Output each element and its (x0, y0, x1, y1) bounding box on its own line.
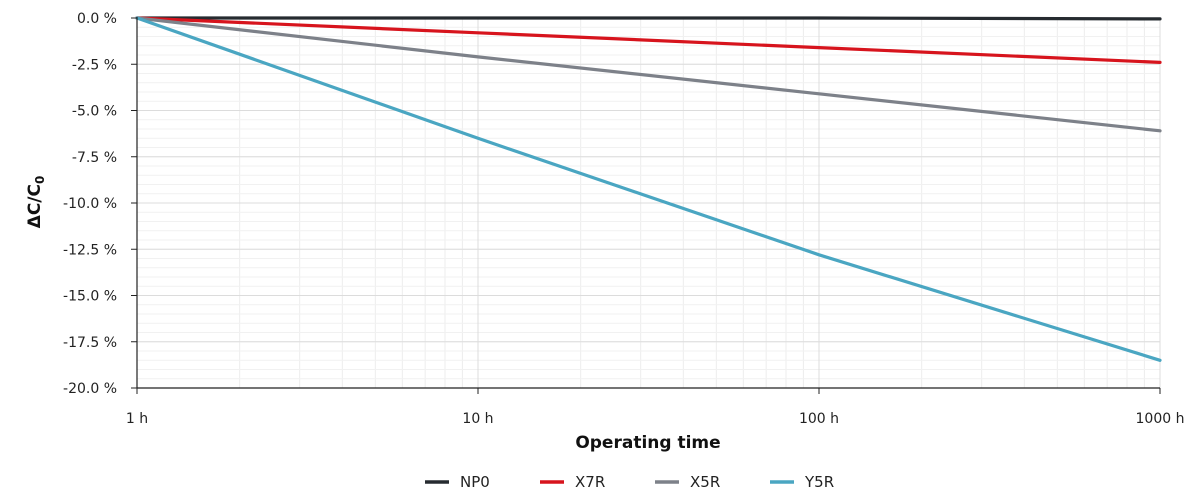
x-tick-label: 1000 h (1136, 411, 1185, 427)
x-axis-title: Operating time (575, 433, 720, 453)
x-tick-labels: 1 h 10 h 100 h 1000 h (126, 411, 1185, 427)
series-line-y5r (135, 16, 1162, 362)
y-tick-label: -5.0 % (72, 104, 117, 120)
legend-label-np0: NP0 (460, 473, 490, 491)
x-tick-label: 1 h (126, 411, 148, 427)
series-line-x5r (135, 16, 1162, 133)
y-tick-label: -7.5 % (72, 150, 117, 166)
series-line-x7r (135, 16, 1162, 65)
y-tick-label: -20.0 % (63, 381, 117, 397)
legend-label-x7r: X7R (575, 473, 605, 491)
legend-label-y5r: Y5R (804, 473, 834, 491)
y-axis-title: ΔC/C0 (25, 176, 47, 229)
y-axis-title-subscript: 0 (33, 176, 47, 184)
y-tick-label: 0.0 % (77, 11, 117, 27)
y-tick-label: -2.5 % (72, 57, 117, 73)
y-axis-title-main: ΔC/C (25, 184, 45, 228)
axes (131, 17, 1161, 394)
y-tick-labels: 0.0 % -2.5 % -5.0 % -7.5 % -10.0 % -12.5 % -15… (63, 11, 117, 397)
y-tick-label: -12.5 % (63, 242, 117, 258)
y-tick-label: -17.5 % (63, 335, 117, 351)
x-tick-label: 10 h (462, 411, 493, 427)
svg-text:ΔC/C0: ΔC/C0 (25, 176, 47, 229)
series-line-np0 (135, 16, 1162, 21)
legend-label-x5r: X5R (690, 473, 720, 491)
y-tick-label: -10.0 % (63, 196, 117, 212)
y-tick-label: -15.0 % (63, 289, 117, 305)
series-lines (135, 16, 1162, 362)
legend: NP0 X7R X5R Y5R (425, 473, 834, 491)
x-tick-label: 100 h (799, 411, 839, 427)
